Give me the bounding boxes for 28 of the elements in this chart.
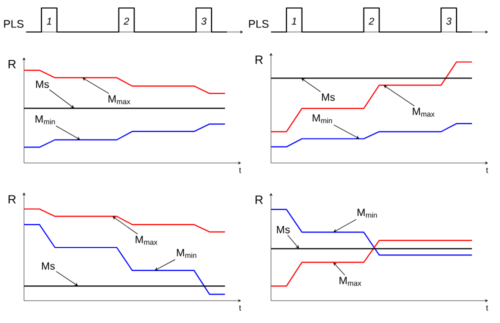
- annotation: 2: [368, 18, 374, 25]
- annotation: M$_{max}$: [136, 236, 158, 245]
- annotation: 1: [292, 18, 296, 25]
- annotation: M$_{min}$: [358, 208, 377, 218]
- y-axis-title: R: [256, 56, 263, 64]
- annotation: M$_{max}$: [340, 276, 362, 286]
- annotation: 1: [46, 18, 52, 25]
- y-axis-title: R: [8, 195, 16, 204]
- x-axis-title: t: [239, 305, 242, 311]
- y-axis-title: PLS: [4, 20, 24, 28]
- y-axis-title: R: [256, 196, 263, 204]
- annotation: M$_{min}$: [36, 115, 55, 124]
- x-axis-title: t: [486, 305, 488, 311]
- annotation: M$_{max}$: [412, 108, 435, 117]
- annotation: Ms: [42, 262, 55, 270]
- annotation: M$_{min}$: [312, 114, 332, 124]
- y-axis-title: PLS: [249, 20, 268, 28]
- y-axis-title: R: [8, 60, 16, 68]
- annotation: M$_{max}$: [108, 95, 130, 104]
- annotation: 3: [201, 18, 206, 25]
- x-axis-title: t: [239, 168, 242, 173]
- annotation: Ms: [36, 80, 49, 88]
- annotation: Ms: [277, 226, 290, 234]
- annotation: 3: [446, 18, 452, 25]
- x-axis-title: t: [486, 168, 488, 173]
- annotation: M$_{min}$: [176, 249, 196, 258]
- annotation: 2: [124, 18, 130, 25]
- annotation: Ms: [322, 93, 335, 101]
